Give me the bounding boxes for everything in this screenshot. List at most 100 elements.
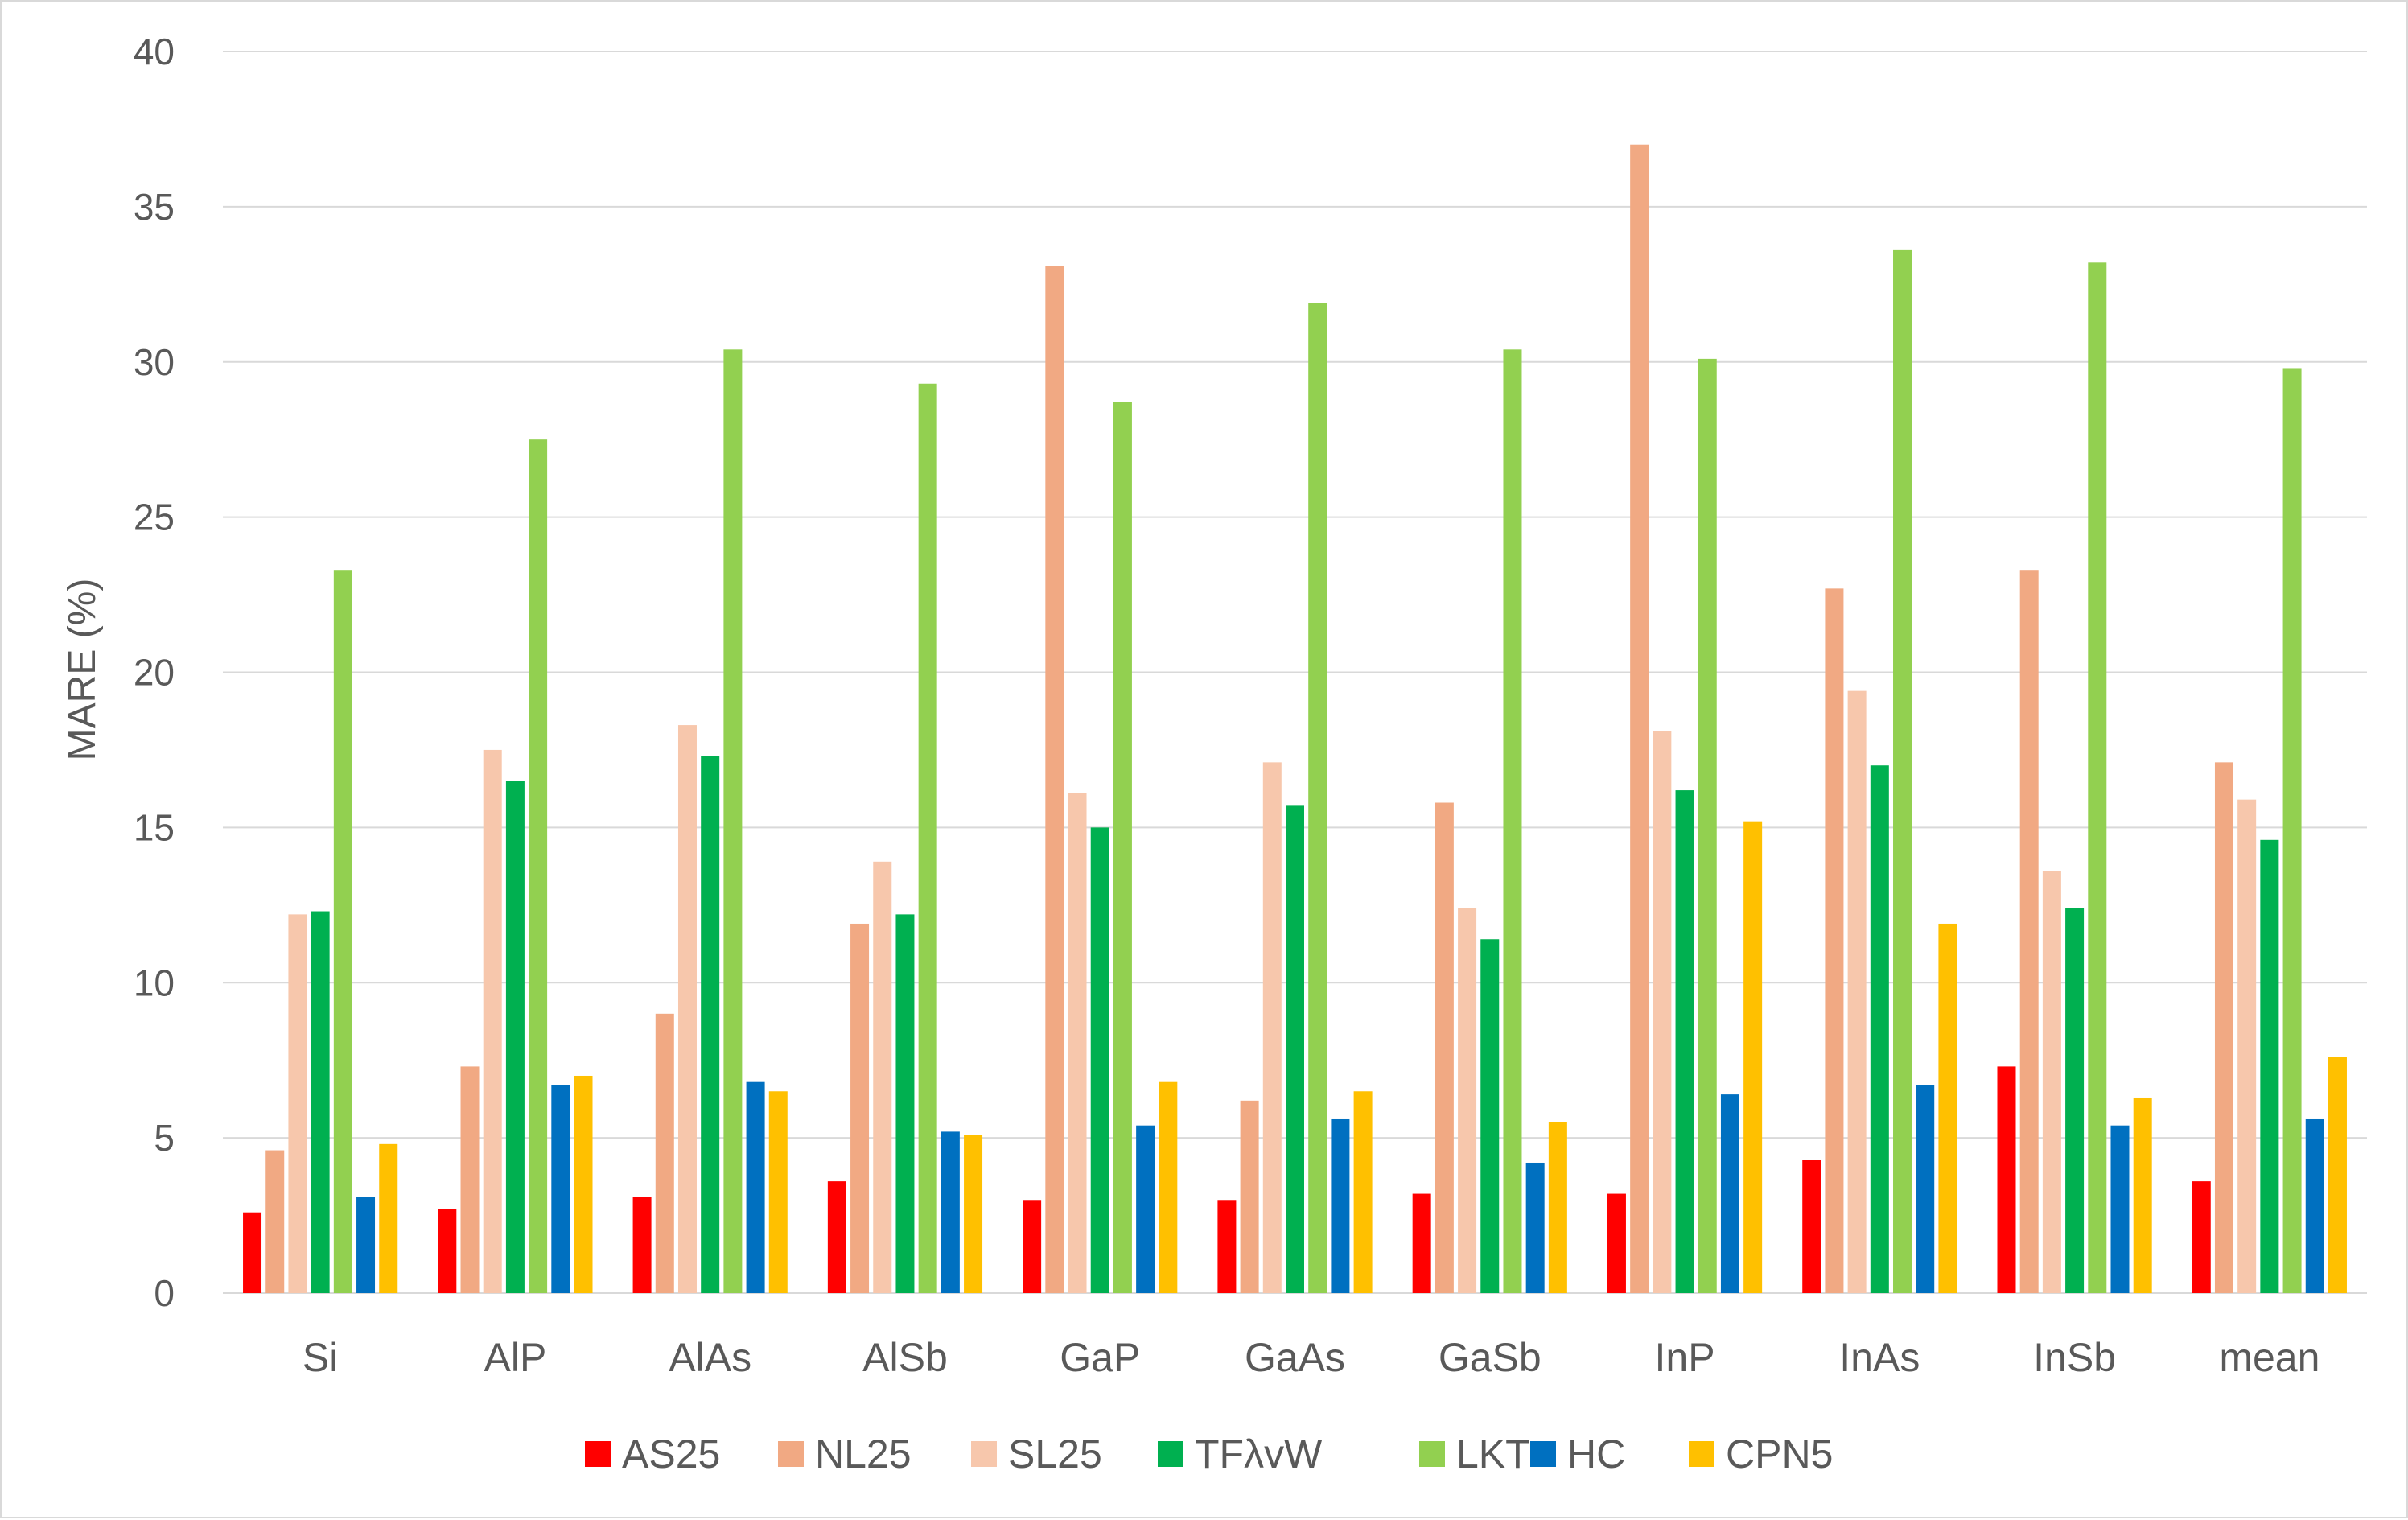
bar-HC-InP bbox=[1720, 1094, 1739, 1293]
bar-CPN5-InP bbox=[1743, 821, 1763, 1293]
bar-NL25-GaP bbox=[1045, 266, 1064, 1294]
legend-label-CPN5: CPN5 bbox=[1726, 1431, 1833, 1477]
bar-NL25-AlSb bbox=[850, 923, 870, 1293]
bar-CPN5-InAs bbox=[1938, 923, 1957, 1293]
bar-TFλvW-GaAs bbox=[1286, 805, 1304, 1293]
bar-CPN5-GaSb bbox=[1548, 1122, 1567, 1293]
legend-label-SL25: SL25 bbox=[1008, 1431, 1102, 1477]
bar-CPN5-Si bbox=[379, 1143, 398, 1293]
bar-NL25-GaAs bbox=[1240, 1100, 1259, 1293]
bar-LKT-mean bbox=[2282, 368, 2302, 1294]
bar-NL25-InSb bbox=[2019, 570, 2039, 1293]
bar-TFλvW-InSb bbox=[2065, 908, 2085, 1293]
bar-SL25-Si bbox=[288, 914, 307, 1293]
bar-AS25-InAs bbox=[1802, 1160, 1821, 1293]
legend-swatch-CPN5 bbox=[1689, 1441, 1714, 1467]
bars bbox=[243, 144, 2347, 1294]
bar-LKT-InSb bbox=[2088, 262, 2107, 1293]
bar-SL25-InSb bbox=[2042, 871, 2061, 1293]
y-tick-label: 25 bbox=[134, 496, 175, 538]
bar-HC-GaP bbox=[1136, 1125, 1155, 1293]
bar-CPN5-GaP bbox=[1159, 1081, 1178, 1293]
bar-HC-AlSb bbox=[941, 1131, 960, 1293]
legend-label-HC: HC bbox=[1567, 1431, 1625, 1477]
bar-CPN5-GaAs bbox=[1353, 1091, 1373, 1293]
bar-HC-GaAs bbox=[1331, 1118, 1350, 1293]
x-category-label: AlP bbox=[484, 1335, 547, 1380]
bar-AS25-mean bbox=[2192, 1181, 2211, 1293]
legend-swatch-LKT bbox=[1419, 1441, 1445, 1467]
bar-LKT-AlSb bbox=[918, 383, 937, 1294]
bar-TFλvW-mean bbox=[2260, 839, 2279, 1293]
bar-HC-InAs bbox=[1916, 1085, 1935, 1293]
legend-swatch-NL25 bbox=[778, 1441, 804, 1467]
x-category-label: InP bbox=[1655, 1335, 1715, 1380]
bar-TFλvW-InAs bbox=[1870, 765, 1889, 1293]
y-tick-label: 30 bbox=[134, 341, 175, 383]
x-axis-category-labels: Si AlP AlAs AlSb GaP GaAs GaSb InP InAs InSb mean bbox=[303, 1335, 2320, 1380]
legend: AS25 NL25 SL25 TFλvW LKT HC CPN5 bbox=[585, 1431, 1833, 1477]
bar-HC-InSb bbox=[2110, 1125, 2130, 1293]
bar-HC-AlAs bbox=[746, 1081, 765, 1293]
bar-HC-AlP bbox=[551, 1085, 570, 1293]
x-category-label: AlSb bbox=[862, 1335, 948, 1380]
bar-TFλvW-GaSb bbox=[1480, 939, 1500, 1293]
y-tick-label: 10 bbox=[134, 962, 175, 1003]
bar-TFλvW-Si bbox=[311, 911, 330, 1293]
bar-NL25-AlP bbox=[460, 1066, 480, 1293]
bar-SL25-AlAs bbox=[677, 725, 697, 1293]
bar-NL25-Si bbox=[265, 1150, 285, 1293]
y-tick-label: 5 bbox=[154, 1117, 175, 1159]
bar-NL25-AlAs bbox=[655, 1013, 674, 1293]
y-tick-label: 20 bbox=[134, 652, 175, 694]
bar-LKT-InAs bbox=[1893, 249, 1912, 1293]
bar-HC-mean bbox=[2305, 1118, 2324, 1293]
bar-CPN5-AlAs bbox=[768, 1091, 788, 1293]
bar-SL25-GaP bbox=[1068, 793, 1087, 1293]
bar-NL25-mean bbox=[2214, 762, 2233, 1293]
legend-swatch-SL25 bbox=[971, 1441, 997, 1467]
y-tick-label: 35 bbox=[134, 186, 175, 228]
bar-SL25-InP bbox=[1653, 731, 1672, 1293]
bar-AS25-AlAs bbox=[632, 1197, 652, 1293]
bar-AS25-GaSb bbox=[1412, 1193, 1431, 1293]
bar-AS25-InP bbox=[1607, 1193, 1626, 1293]
bar-NL25-InP bbox=[1630, 144, 1649, 1294]
x-category-label: Si bbox=[303, 1335, 338, 1380]
bar-CPN5-AlP bbox=[574, 1075, 593, 1293]
bar-TFλvW-AlSb bbox=[895, 914, 915, 1293]
bar-AS25-GaP bbox=[1023, 1200, 1042, 1293]
bar-HC-GaSb bbox=[1525, 1162, 1545, 1293]
legend-swatch-HC bbox=[1530, 1441, 1556, 1467]
x-category-label: GaAs bbox=[1245, 1335, 1345, 1380]
bar-SL25-GaSb bbox=[1458, 908, 1477, 1293]
y-tick-label: 15 bbox=[134, 806, 175, 848]
bar-SL25-AlP bbox=[483, 749, 502, 1293]
x-category-label: GaP bbox=[1060, 1335, 1140, 1380]
bar-AS25-AlSb bbox=[827, 1181, 846, 1293]
bar-LKT-AlAs bbox=[723, 349, 743, 1293]
bar-SL25-AlSb bbox=[873, 861, 892, 1293]
bar-TFλvW-AlAs bbox=[701, 756, 720, 1293]
legend-label-NL25: NL25 bbox=[815, 1431, 912, 1477]
legend-label-LKT: LKT bbox=[1456, 1431, 1530, 1477]
bar-AS25-AlP bbox=[438, 1209, 457, 1293]
y-tick-label: 0 bbox=[154, 1272, 175, 1314]
bar-LKT-AlP bbox=[529, 439, 548, 1293]
bar-LKT-GaSb bbox=[1503, 349, 1522, 1293]
x-category-label: InSb bbox=[2033, 1335, 2116, 1380]
bar-CPN5-InSb bbox=[2133, 1097, 2152, 1293]
y-tick-label: 40 bbox=[134, 31, 175, 72]
bar-LKT-InP bbox=[1698, 358, 1717, 1294]
bar-CPN5-mean bbox=[2328, 1057, 2347, 1293]
bar-SL25-InAs bbox=[1847, 690, 1867, 1293]
x-category-label: AlAs bbox=[669, 1335, 751, 1380]
bar-CPN5-AlSb bbox=[964, 1135, 983, 1293]
bar-AS25-GaAs bbox=[1217, 1200, 1237, 1293]
bar-NL25-GaSb bbox=[1435, 802, 1454, 1293]
legend-label-TFλvW: TFλvW bbox=[1195, 1431, 1323, 1477]
legend-swatch-TFλvW bbox=[1158, 1441, 1183, 1467]
y-axis-tick-labels: 0 5 10 15 20 25 30 35 40 bbox=[134, 31, 175, 1314]
